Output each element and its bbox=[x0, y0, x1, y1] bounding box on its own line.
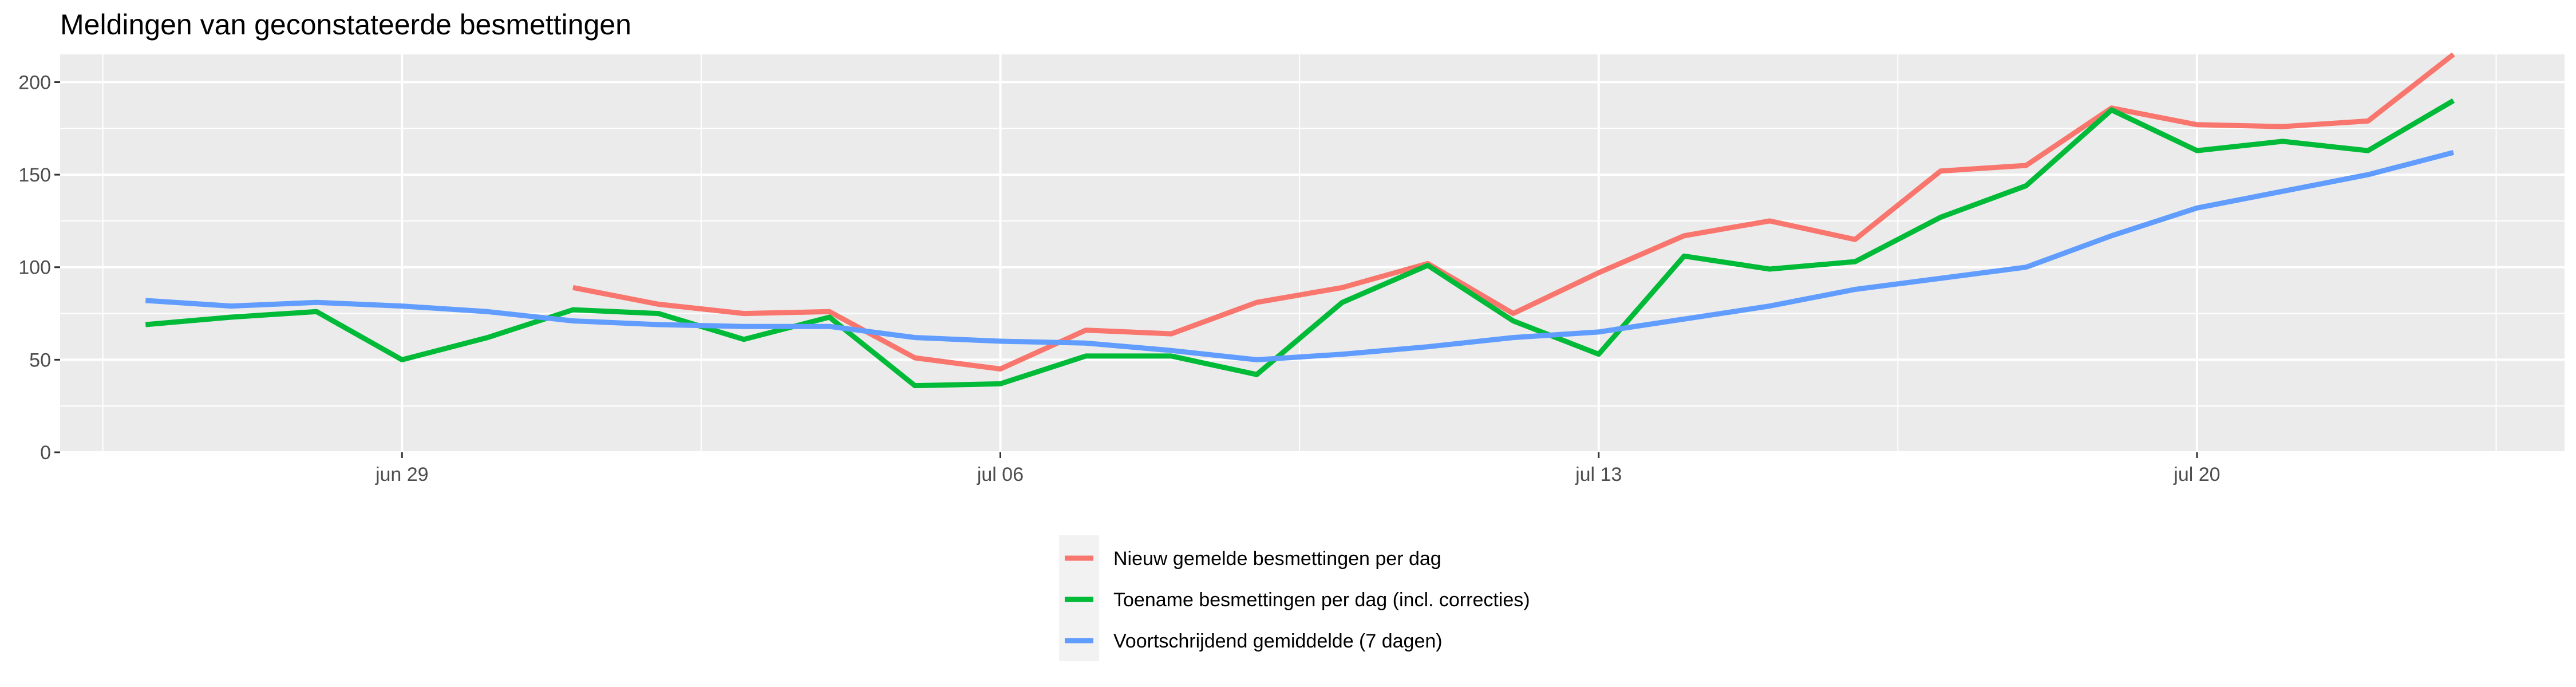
chart-title: Meldingen van geconstateerde besmettinge… bbox=[60, 9, 631, 41]
legend-label-2: Toename besmettingen per dag (incl. corr… bbox=[1113, 589, 1530, 611]
y-tick-label: 200 bbox=[18, 72, 51, 93]
legend-label-3: Voortschrijdend gemiddelde (7 dagen) bbox=[1113, 630, 1443, 652]
y-tick-label: 150 bbox=[18, 164, 51, 186]
series-lines bbox=[145, 52, 2455, 389]
x-tick-label: jul 20 bbox=[2173, 464, 2220, 485]
y-axis: 0 50 100 150 200 bbox=[18, 72, 60, 464]
y-tick-label: 100 bbox=[18, 257, 51, 279]
x-tick-label: jun 29 bbox=[375, 464, 429, 485]
grid-major bbox=[60, 54, 2565, 453]
y-tick-label: 50 bbox=[29, 349, 51, 371]
series-line-2 bbox=[145, 98, 2455, 389]
x-tick-label: jul 06 bbox=[977, 464, 1024, 485]
x-tick-label: jul 13 bbox=[1575, 464, 1622, 485]
legend: Nieuw gemelde besmettingen per dag Toenam… bbox=[1059, 535, 1530, 661]
x-axis: jun 29 jul 06 jul 13 jul 20 bbox=[375, 452, 2221, 485]
y-tick-label: 0 bbox=[40, 442, 51, 464]
plot-panel bbox=[60, 54, 2565, 452]
series-line-1 bbox=[572, 52, 2455, 372]
series-line-3 bbox=[145, 149, 2455, 362]
legend-label-1: Nieuw gemelde besmettingen per dag bbox=[1113, 548, 1441, 570]
